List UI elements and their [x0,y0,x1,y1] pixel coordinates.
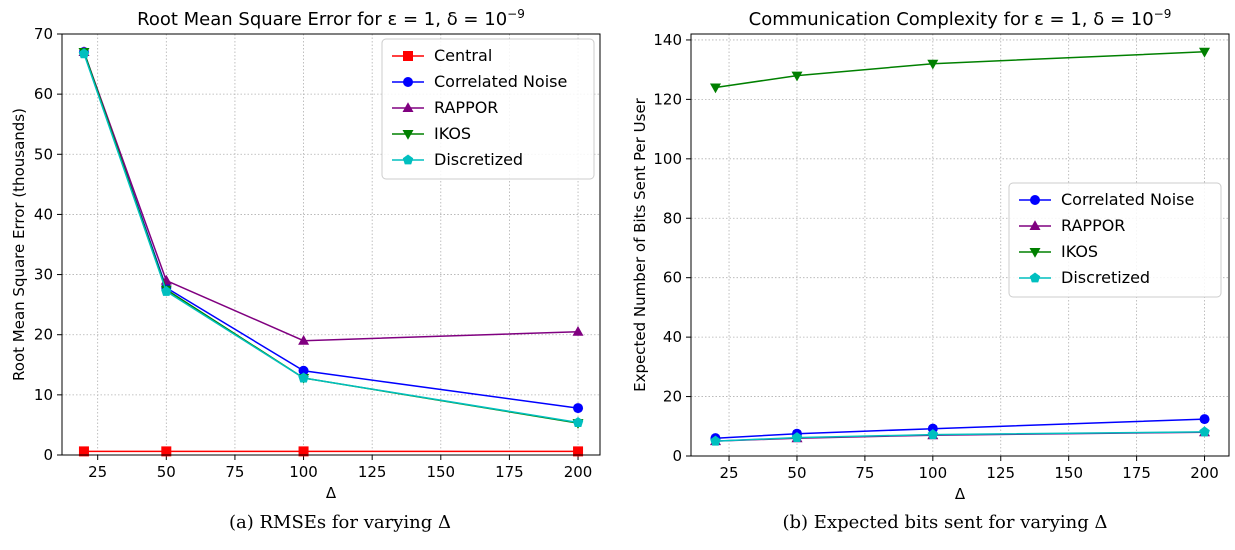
b-legend-label-1: RAPPOR [1061,216,1125,235]
a-point-2-3 [572,326,584,336]
a-ytick-label-1: 10 [34,386,53,404]
a-legend-marker-0 [403,51,413,61]
a-point-4-1 [161,285,172,296]
b-legend-marker-2 [1029,248,1041,258]
a-point-4-3 [572,417,584,427]
b-series-line-0 [715,418,1205,439]
a-xtick-label-7: 200 [564,463,593,481]
b-xtick-label-5: 150 [1054,464,1083,482]
b-legend-label-2: IKOS [1061,242,1098,261]
a-xtick-label-3: 100 [289,463,318,481]
a-legend-label-1: Correlated Noise [434,72,567,91]
a-legend-label-2: RAPPOR [434,98,498,117]
b-ytick-label-6: 120 [653,90,682,108]
a-xtick-label-1: 50 [157,463,176,481]
b-ytick-label-4: 80 [663,209,682,227]
a-ylabel: Root Mean Square Error (thousands) [10,108,28,381]
a-legend-marker-1 [403,77,413,87]
b-legend-marker-3 [1029,272,1041,283]
b-xtick-label-2: 75 [855,464,874,482]
b-point-3-0 [710,435,721,446]
a-xtick-label-2: 75 [225,463,244,481]
a-ytick-label-6: 60 [34,85,53,103]
a-legend [381,38,595,180]
b-ylabel: Expected Number of Bits Sent Per User [631,97,649,392]
b-xlabel: Δ [955,485,966,503]
a-point-0-0 [78,446,89,457]
b-point-3-1 [791,432,803,442]
a-point-1-3 [573,403,584,414]
b-ytick-label-3: 60 [663,269,682,287]
a-xtick-label-5: 150 [426,463,455,481]
b-ytick-label-1: 20 [663,388,682,406]
b-point-3-3 [1199,426,1210,437]
a-point-0-3 [573,446,584,457]
a-point-4-2 [298,372,309,383]
b-point-2-1 [791,71,803,82]
caption-a: (a) RMSEs for varying Δ [228,512,451,533]
b-point-2-3 [1199,47,1210,58]
a-plot-frame [61,33,601,456]
b-legend-label-0: Correlated Noise [1061,190,1194,209]
a-legend-marker-4 [402,154,414,165]
a-point-0-1 [161,446,172,457]
b-title: Communication Complexity for ε = 1, δ = … [749,7,1172,30]
a-point-4-0 [78,48,90,59]
b-series-line-2 [715,51,1205,89]
b-legend [1008,182,1222,298]
b-point-2-0 [710,83,721,94]
a-ytick-label-0: 0 [43,446,53,464]
communication-chart: 25 50 75 100 125 150 175 200 0 20 40 60 80 100 120 140 C… [631,7,1230,503]
a-xtick-label-4: 125 [358,463,387,481]
a-xtick-label-0: 25 [88,463,107,481]
a-legend-label-4: Discretized [434,150,523,169]
b-legend-label-3: Discretized [1061,268,1150,287]
b-ytick-label-2: 40 [663,328,682,346]
a-ytick-label-7: 70 [34,25,53,43]
b-point-0-3 [1199,414,1210,425]
b-plot-frame [690,33,1230,457]
a-ytick-label-3: 30 [34,266,53,284]
b-point-3-2 [927,429,939,440]
a-point-0-2 [298,446,309,457]
b-legend-marker-1 [1029,220,1041,230]
a-legend-marker-3 [402,130,414,140]
a-ytick-label-5: 50 [34,145,53,163]
a-title: Root Mean Square Error for ε = 1, δ = 10… [137,7,525,30]
a-legend-label-3: IKOS [434,124,471,143]
b-point-2-2 [927,59,939,70]
b-xtick-label-4: 125 [986,464,1015,482]
a-ytick-label-4: 40 [34,205,53,223]
a-point-1-2 [298,365,309,376]
a-xtick-label-6: 175 [495,463,524,481]
a-legend-marker-2 [402,102,414,112]
b-xtick-label-7: 200 [1190,464,1219,482]
rmse-chart: 25 50 75 100 125 150 175 200 0 10 20 30 40 50 60 70 Root… [10,7,601,502]
a-series-line-2 [83,51,579,342]
a-legend-label-0: Central [434,46,492,65]
a-series-line-4 [83,53,579,424]
b-ytick-label-5: 100 [653,150,682,168]
a-point-2-2 [298,335,310,345]
b-series-line-3 [715,431,1205,442]
b-xtick-label-0: 25 [719,464,738,482]
b-xtick-label-1: 50 [787,464,806,482]
a-xlabel: Δ [326,484,337,502]
b-legend-marker-0 [1030,195,1040,205]
b-ytick-label-7: 140 [653,31,682,49]
caption-b: (b) Expected bits sent for varying Δ [782,512,1108,533]
b-ytick-label-0: 0 [672,447,682,465]
b-xtick-label-6: 175 [1122,464,1151,482]
b-xtick-label-3: 100 [919,464,948,482]
a-ytick-label-2: 20 [34,326,53,344]
